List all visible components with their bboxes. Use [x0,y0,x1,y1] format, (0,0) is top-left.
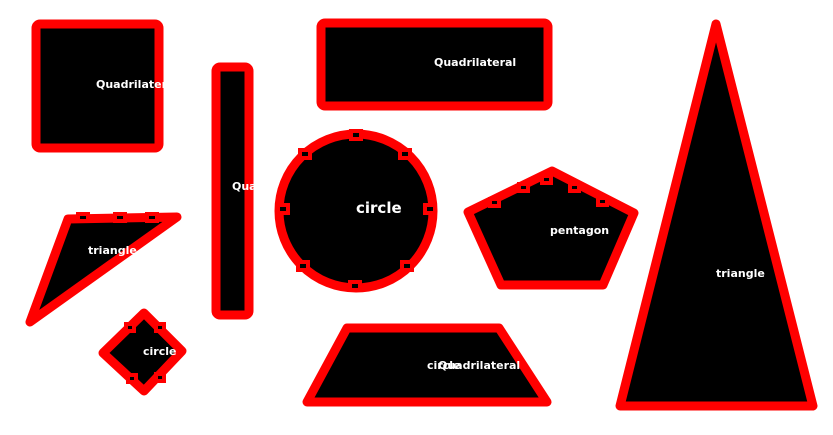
triangle-left-notches [76,212,159,223]
label-triangle-left: triangle [88,244,137,257]
rectangle-tall [211,62,254,320]
pentagon-notches [488,174,609,208]
label-rectangle-wide: Quadrilateral [434,56,516,69]
square-top-left [31,19,164,153]
rectangle-wide [316,18,553,111]
label-circle: circle [356,199,402,217]
trapezoid-shape [302,323,552,407]
label-pentagon: pentagon [550,224,609,237]
label-trapezoid-a: circle [427,359,460,372]
diamond-notches [124,322,166,384]
circle-notches [276,129,437,292]
label-triangle-big: triangle [716,267,765,280]
pentagon-shape [463,166,639,290]
label-trapezoid-b: Quadrilateral [438,359,520,372]
triangle-big [615,19,818,411]
label-square-top-left: Quadrilateral [96,78,178,91]
triangle-left [25,212,182,327]
label-diamond: circle [143,345,176,358]
